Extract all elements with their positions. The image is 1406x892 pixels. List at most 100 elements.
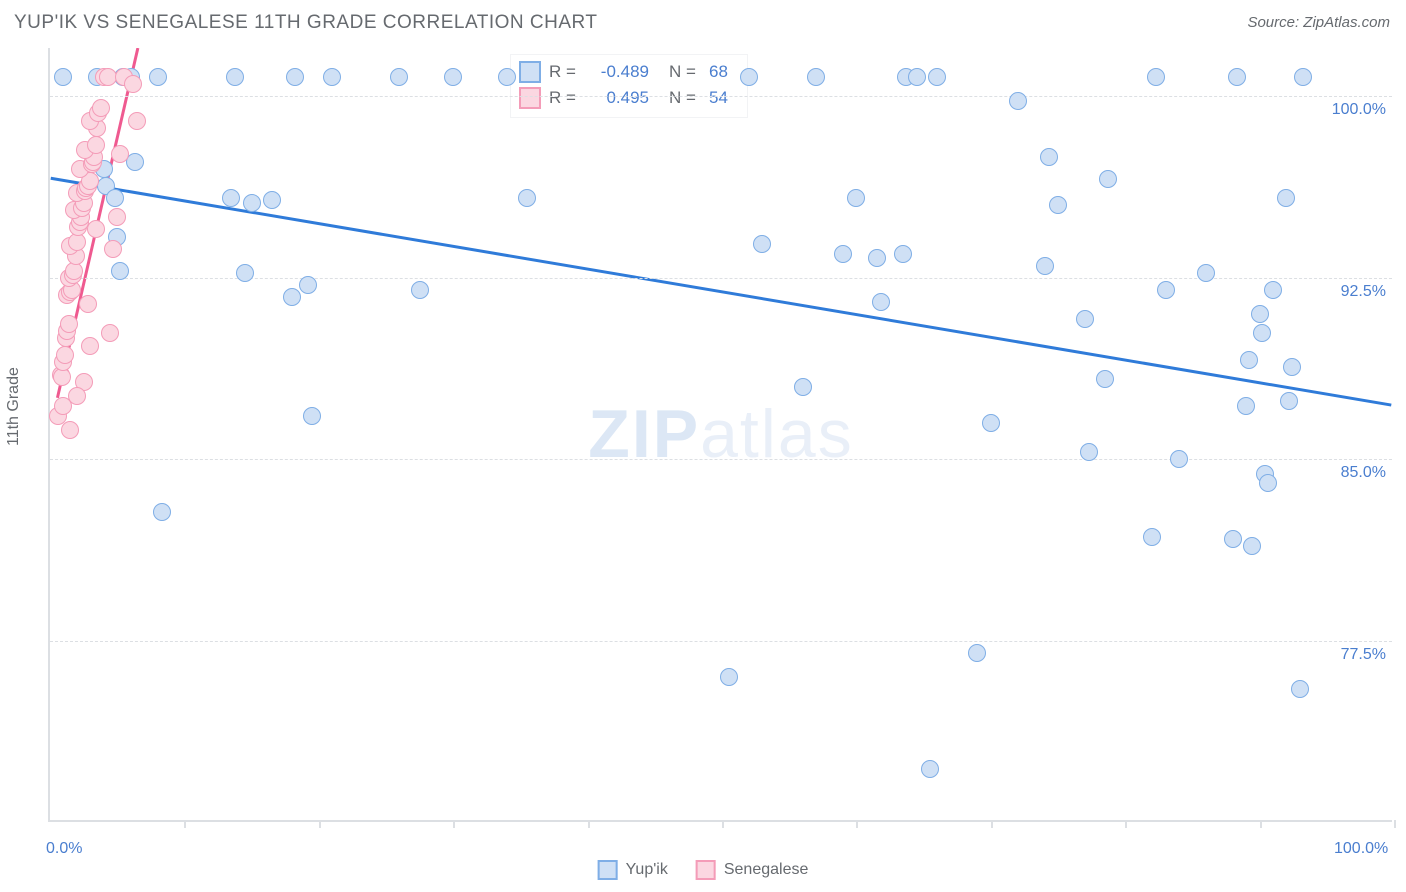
legend-label: Senegalese	[724, 861, 809, 879]
scatter-point	[1099, 170, 1117, 188]
x-tick	[1125, 820, 1127, 828]
scatter-point	[1143, 528, 1161, 546]
legend-label: Yup'ik	[626, 861, 668, 879]
scatter-point	[61, 421, 79, 439]
scatter-point	[1228, 68, 1246, 86]
scatter-point	[1291, 680, 1309, 698]
scatter-point	[1049, 196, 1067, 214]
scatter-point	[444, 68, 462, 86]
scatter-point	[153, 503, 171, 521]
gridline	[50, 641, 1392, 642]
stat-n-value: 68	[709, 62, 737, 82]
scatter-point	[92, 99, 110, 117]
watermark-suffix: atlas	[700, 396, 854, 472]
y-tick-label: 92.5%	[1266, 283, 1386, 301]
legend-item: Senegalese	[696, 860, 809, 880]
scatter-point	[54, 68, 72, 86]
x-tick	[453, 820, 455, 828]
x-tick	[588, 820, 590, 828]
legend-swatch	[598, 860, 618, 880]
stats-row: R = 0.495 N = 54	[519, 85, 737, 111]
scatter-point	[1197, 264, 1215, 282]
y-tick-label: 85.0%	[1266, 464, 1386, 482]
scatter-point	[1251, 305, 1269, 323]
scatter-point	[1277, 189, 1295, 207]
scatter-point	[1080, 443, 1098, 461]
scatter-point	[1170, 450, 1188, 468]
series-swatch	[519, 61, 541, 83]
scatter-point	[128, 112, 146, 130]
stat-n-label: N =	[669, 88, 701, 108]
x-tick	[856, 820, 858, 828]
y-axis-label: 11th Grade	[5, 367, 23, 446]
scatter-point	[222, 189, 240, 207]
scatter-point	[56, 346, 74, 364]
scatter-point	[101, 324, 119, 342]
scatter-point	[226, 68, 244, 86]
scatter-point	[794, 378, 812, 396]
scatter-point	[834, 245, 852, 263]
scatter-point	[1264, 281, 1282, 299]
correlation-stats-box: R =-0.489N =68R =0.495N =54	[510, 54, 748, 118]
scatter-point	[1157, 281, 1175, 299]
x-tick	[1394, 820, 1396, 828]
scatter-point	[968, 644, 986, 662]
scatter-point	[286, 68, 304, 86]
scatter-point	[1280, 392, 1298, 410]
scatter-point	[236, 264, 254, 282]
scatter-point	[124, 75, 142, 93]
scatter-point	[87, 220, 105, 238]
y-tick-label: 77.5%	[1266, 646, 1386, 664]
regression-line	[51, 178, 1392, 405]
scatter-point	[1096, 370, 1114, 388]
scatter-point	[518, 189, 536, 207]
scatter-point	[753, 235, 771, 253]
scatter-point	[111, 145, 129, 163]
x-tick	[184, 820, 186, 828]
scatter-point	[1237, 397, 1255, 415]
stat-r-value: 0.495	[589, 88, 649, 108]
scatter-point	[1240, 351, 1258, 369]
scatter-point	[1009, 92, 1027, 110]
stat-r-label: R =	[549, 88, 581, 108]
stats-row: R =-0.489N =68	[519, 59, 737, 85]
x-tick	[722, 820, 724, 828]
scatter-point	[847, 189, 865, 207]
scatter-point	[1283, 358, 1301, 376]
scatter-plot-area: ZIPatlas R =-0.489N =68R =0.495N =54 77.…	[48, 48, 1392, 822]
scatter-point	[303, 407, 321, 425]
regression-lines-layer	[50, 48, 1392, 820]
watermark-prefix: ZIP	[588, 396, 700, 472]
scatter-point	[283, 288, 301, 306]
scatter-point	[106, 189, 124, 207]
scatter-point	[149, 68, 167, 86]
stat-n-label: N =	[669, 62, 701, 82]
legend-item: Yup'ik	[598, 860, 668, 880]
scatter-point	[1224, 530, 1242, 548]
scatter-point	[894, 245, 912, 263]
scatter-point	[1147, 68, 1165, 86]
scatter-point	[908, 68, 926, 86]
scatter-point	[79, 295, 97, 313]
scatter-point	[323, 68, 341, 86]
scatter-point	[411, 281, 429, 299]
series-swatch	[519, 87, 541, 109]
legend: Yup'ik Senegalese	[598, 860, 809, 880]
scatter-point	[720, 668, 738, 686]
x-tick	[319, 820, 321, 828]
scatter-point	[921, 760, 939, 778]
scatter-point	[390, 68, 408, 86]
scatter-point	[243, 194, 261, 212]
y-tick-label: 100.0%	[1266, 101, 1386, 119]
scatter-point	[1036, 257, 1054, 275]
stat-r-label: R =	[549, 62, 581, 82]
scatter-point	[1294, 68, 1312, 86]
scatter-point	[1040, 148, 1058, 166]
scatter-point	[1253, 324, 1271, 342]
scatter-point	[740, 68, 758, 86]
x-tick-label: 0.0%	[46, 840, 82, 858]
scatter-point	[104, 240, 122, 258]
scatter-point	[68, 387, 86, 405]
x-tick	[1260, 820, 1262, 828]
stat-n-value: 54	[709, 88, 737, 108]
